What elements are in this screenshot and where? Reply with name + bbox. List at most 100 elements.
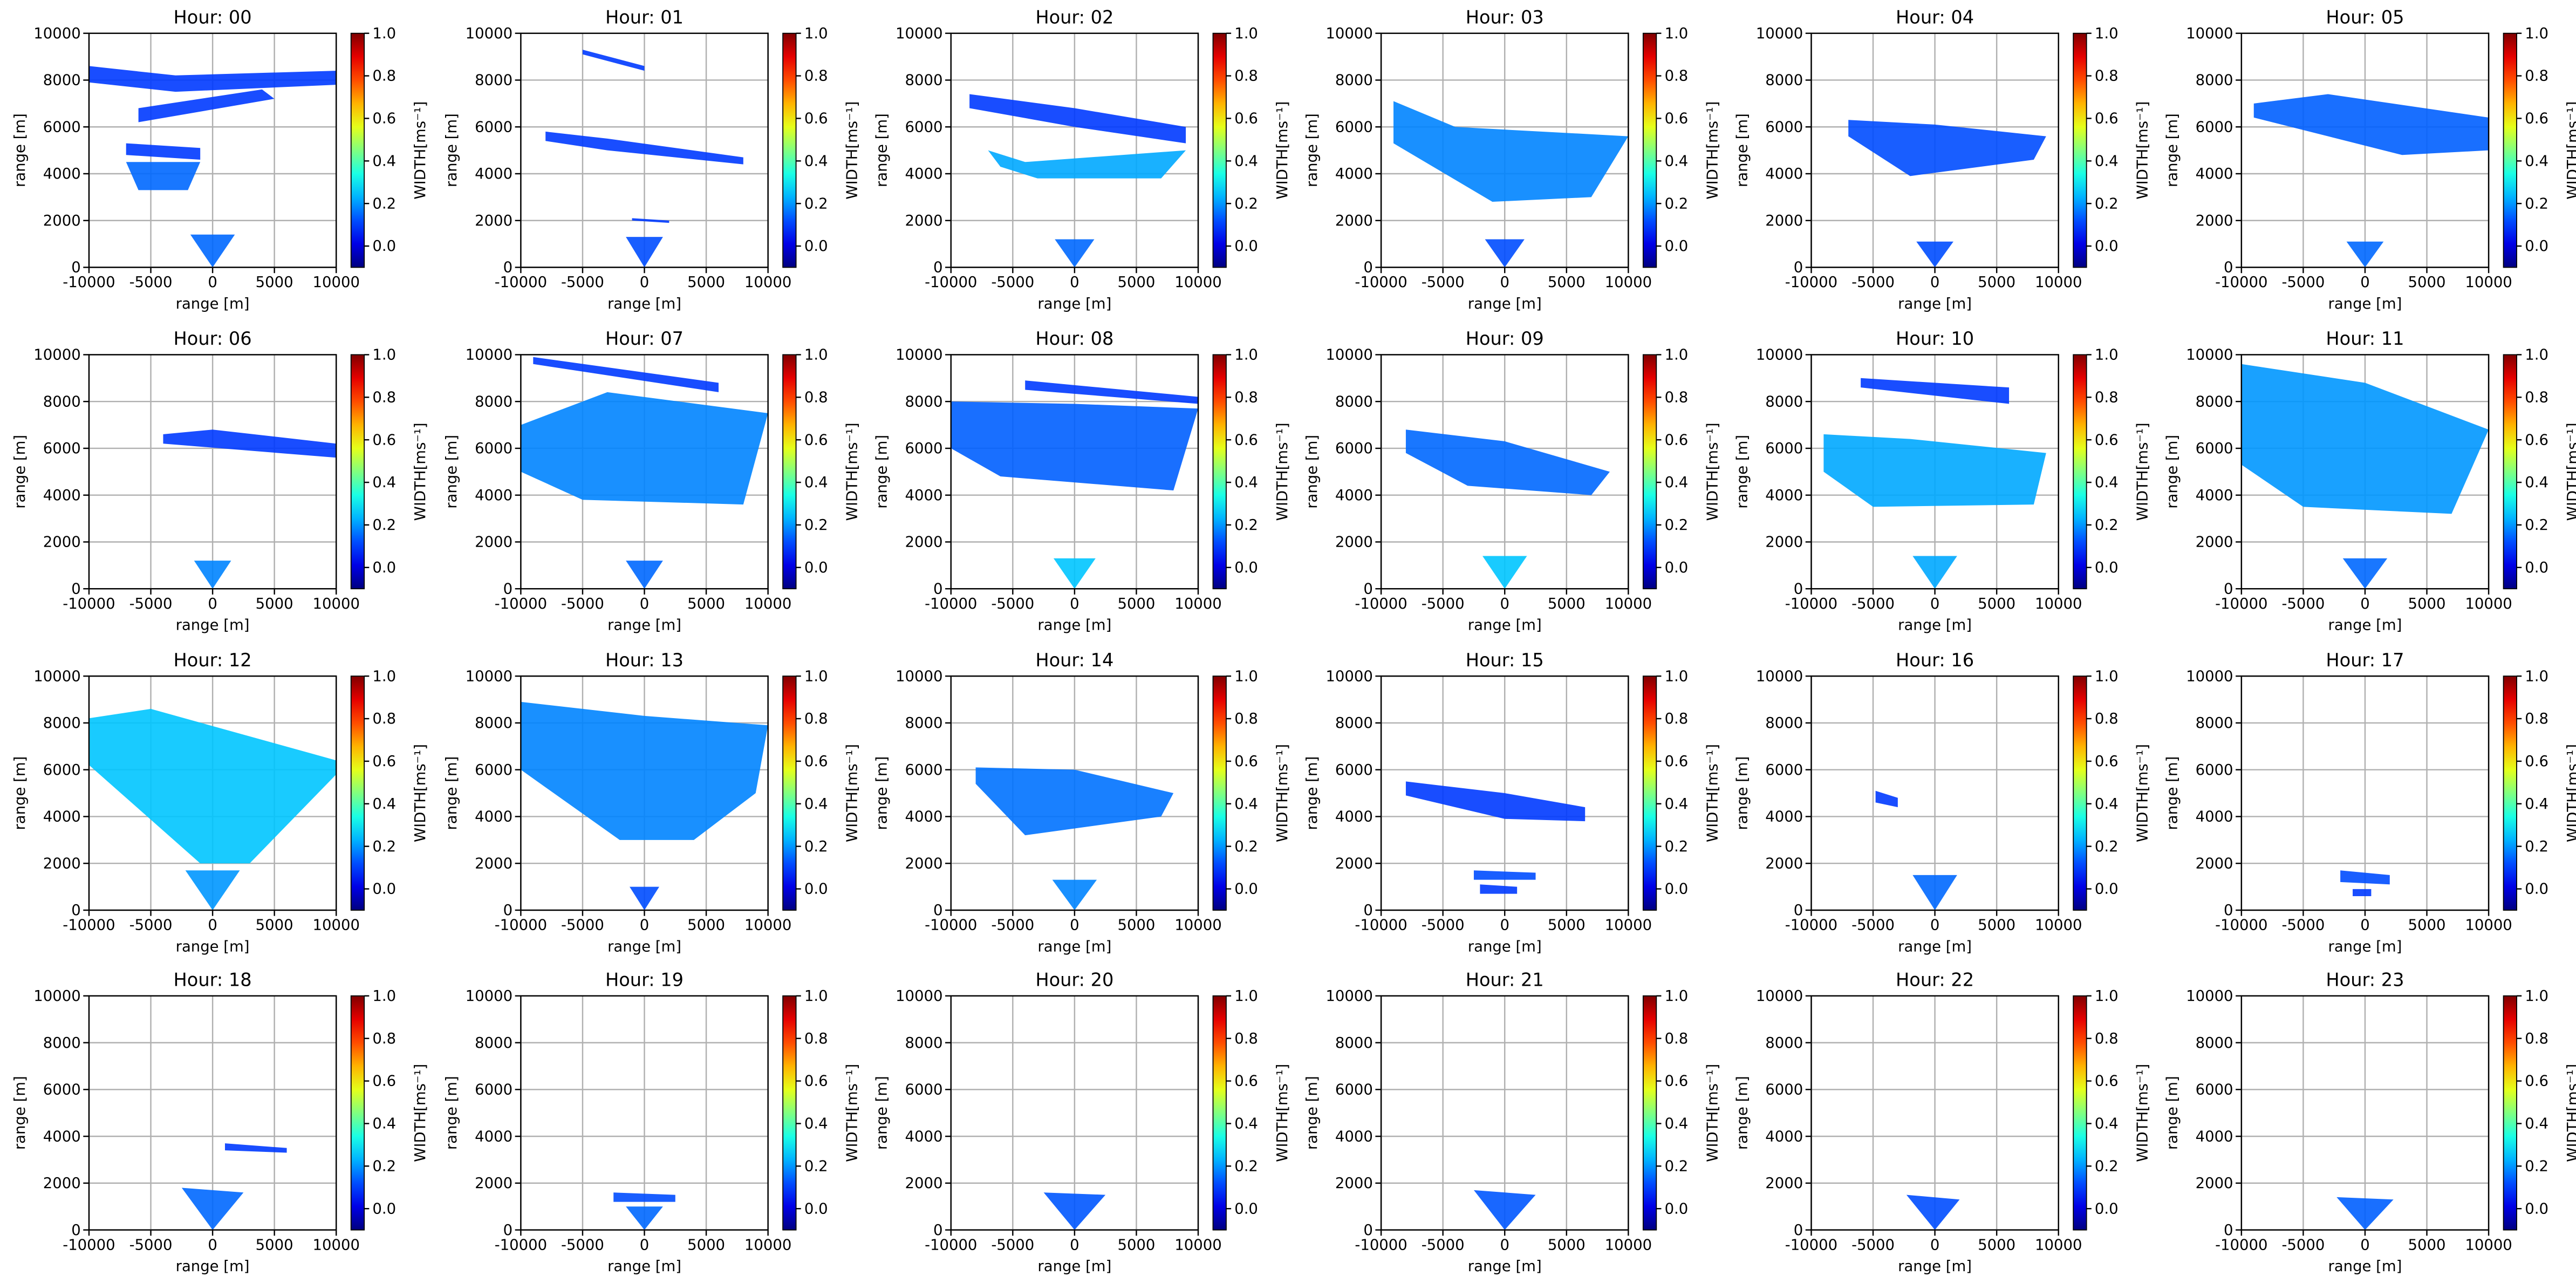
colorbar-tick-label: 0.4 (804, 1115, 828, 1132)
y-tick-label: 10000 (33, 987, 80, 1005)
echo-region (185, 870, 240, 910)
colorbar-tick-label: 0.6 (804, 753, 828, 770)
colorbar-tick-label: 0.4 (2095, 152, 2119, 169)
y-tick-label: 0 (1794, 580, 1803, 597)
y-tick-label: 2000 (1765, 534, 1803, 551)
colorbar-tick-label: 0.8 (372, 710, 396, 727)
subplot-title: Hour: 00 (174, 6, 252, 28)
colorbar-tick-label: 0.6 (372, 431, 396, 448)
y-tick-label: 0 (1794, 902, 1803, 919)
y-tick-label: 0 (1363, 1221, 1373, 1239)
y-tick-label: 10000 (2186, 346, 2233, 364)
colorbar-label: WIDTH[ms⁻¹] (1704, 1064, 1721, 1162)
y-tick-label: 8000 (475, 714, 513, 732)
colorbar-label: WIDTH[ms⁻¹] (412, 422, 429, 521)
subplot-title: Hour: 09 (1466, 328, 1544, 349)
y-axis-label: range [m] (443, 113, 460, 187)
echo-region (1473, 870, 1536, 880)
x-tick-label: 10000 (2035, 917, 2082, 934)
y-axis-label: range [m] (1733, 1076, 1751, 1150)
x-tick-label: -10000 (63, 595, 115, 612)
colorbar-tick-label: 0.8 (1234, 710, 1258, 727)
x-tick-label: 10000 (2465, 1236, 2512, 1253)
echo-region (1405, 781, 1586, 822)
echo-region (2241, 364, 2489, 514)
echo-region (1053, 558, 1096, 589)
axes-frame (88, 995, 337, 1231)
y-tick-label: 2000 (475, 1175, 513, 1192)
colorbar (2073, 675, 2087, 911)
colorbar-tick-label: 0.2 (2525, 1157, 2548, 1175)
y-tick-label: 2000 (1335, 534, 1373, 551)
x-tick-label: 10000 (2465, 595, 2512, 612)
subplot-title: Hour: 14 (1035, 650, 1113, 671)
x-tick-label: 5000 (256, 1236, 293, 1253)
x-tick-label: -10000 (925, 595, 977, 612)
echo-region (225, 1143, 287, 1153)
axes-frame (88, 675, 337, 911)
echo-region (181, 1188, 244, 1230)
colorbar (2503, 995, 2517, 1231)
x-tick-label: -5000 (561, 917, 604, 934)
x-tick-label: -5000 (2281, 595, 2325, 612)
colorbar (2073, 32, 2087, 268)
axes-frame (88, 32, 337, 268)
y-axis-label: range [m] (1303, 113, 1321, 187)
colorbar-tick-label: 0.0 (1665, 881, 1689, 898)
y-tick-label: 8000 (475, 1034, 513, 1052)
y-tick-label: 10000 (1756, 25, 1803, 42)
echo-region (2342, 558, 2388, 589)
y-tick-label: 8000 (1335, 1034, 1373, 1052)
colorbar-tick-label: 0.0 (2095, 881, 2119, 898)
colorbar (1212, 354, 1227, 590)
axes-frame (950, 354, 1199, 590)
x-tick-label: 5000 (256, 917, 293, 934)
echo-region (163, 429, 337, 458)
y-tick-label: 6000 (1335, 440, 1373, 457)
colorbar-tick-label: 0.8 (804, 388, 828, 406)
y-tick-label: 4000 (43, 165, 81, 182)
colorbar-tick-label: 1.0 (1234, 25, 1258, 42)
y-tick-label: 4000 (1335, 165, 1373, 182)
y-axis-label: range [m] (873, 435, 891, 509)
y-tick-label: 2000 (2196, 855, 2233, 872)
subplot-title: Hour: 12 (174, 650, 252, 671)
subplot-title: Hour: 04 (1896, 6, 1974, 28)
colorbar-tick-label: 0.8 (804, 1030, 828, 1047)
x-tick-label: 5000 (687, 274, 725, 291)
x-tick-label: -5000 (1851, 595, 1895, 612)
x-tick-label: 10000 (1174, 1236, 1221, 1253)
x-tick-label: 10000 (1174, 595, 1221, 612)
x-axis-label: range [m] (176, 617, 250, 634)
colorbar-tick-label: 0.0 (1234, 1200, 1258, 1217)
subplot-title: Hour: 18 (174, 969, 252, 990)
y-tick-label: 4000 (475, 487, 513, 504)
x-tick-label: 10000 (313, 595, 360, 612)
colorbar-tick-label: 0.4 (1665, 152, 1689, 169)
y-tick-label: 10000 (466, 346, 513, 364)
x-tick-label: 10000 (313, 917, 360, 934)
axes-frame (1380, 354, 1629, 590)
subplot-title: Hour: 13 (605, 650, 684, 671)
colorbar-tick-label: 0.2 (1665, 195, 1689, 212)
x-tick-label: 0 (640, 274, 650, 291)
y-tick-label: 2000 (475, 855, 513, 872)
y-axis-label: range [m] (2164, 1076, 2181, 1150)
y-tick-label: 10000 (896, 25, 942, 42)
y-tick-label: 4000 (2196, 1128, 2233, 1145)
colorbar-tick-label: 0.0 (1665, 237, 1689, 255)
x-tick-label: 0 (1930, 917, 1940, 934)
colorbar-tick-label: 0.4 (1665, 795, 1689, 813)
x-tick-label: -10000 (63, 917, 115, 934)
x-tick-label: 0 (1500, 1236, 1509, 1253)
y-tick-label: 0 (2224, 580, 2233, 597)
subplot-title: Hour: 02 (1035, 6, 1113, 28)
echo-region (194, 561, 231, 589)
y-tick-label: 10000 (2186, 25, 2233, 42)
echo-region (1025, 380, 1199, 404)
echo-region (1043, 1192, 1106, 1230)
x-tick-label: -10000 (1355, 1236, 1407, 1253)
subplot-title: Hour: 10 (1896, 328, 1974, 349)
y-tick-label: 6000 (43, 761, 81, 779)
